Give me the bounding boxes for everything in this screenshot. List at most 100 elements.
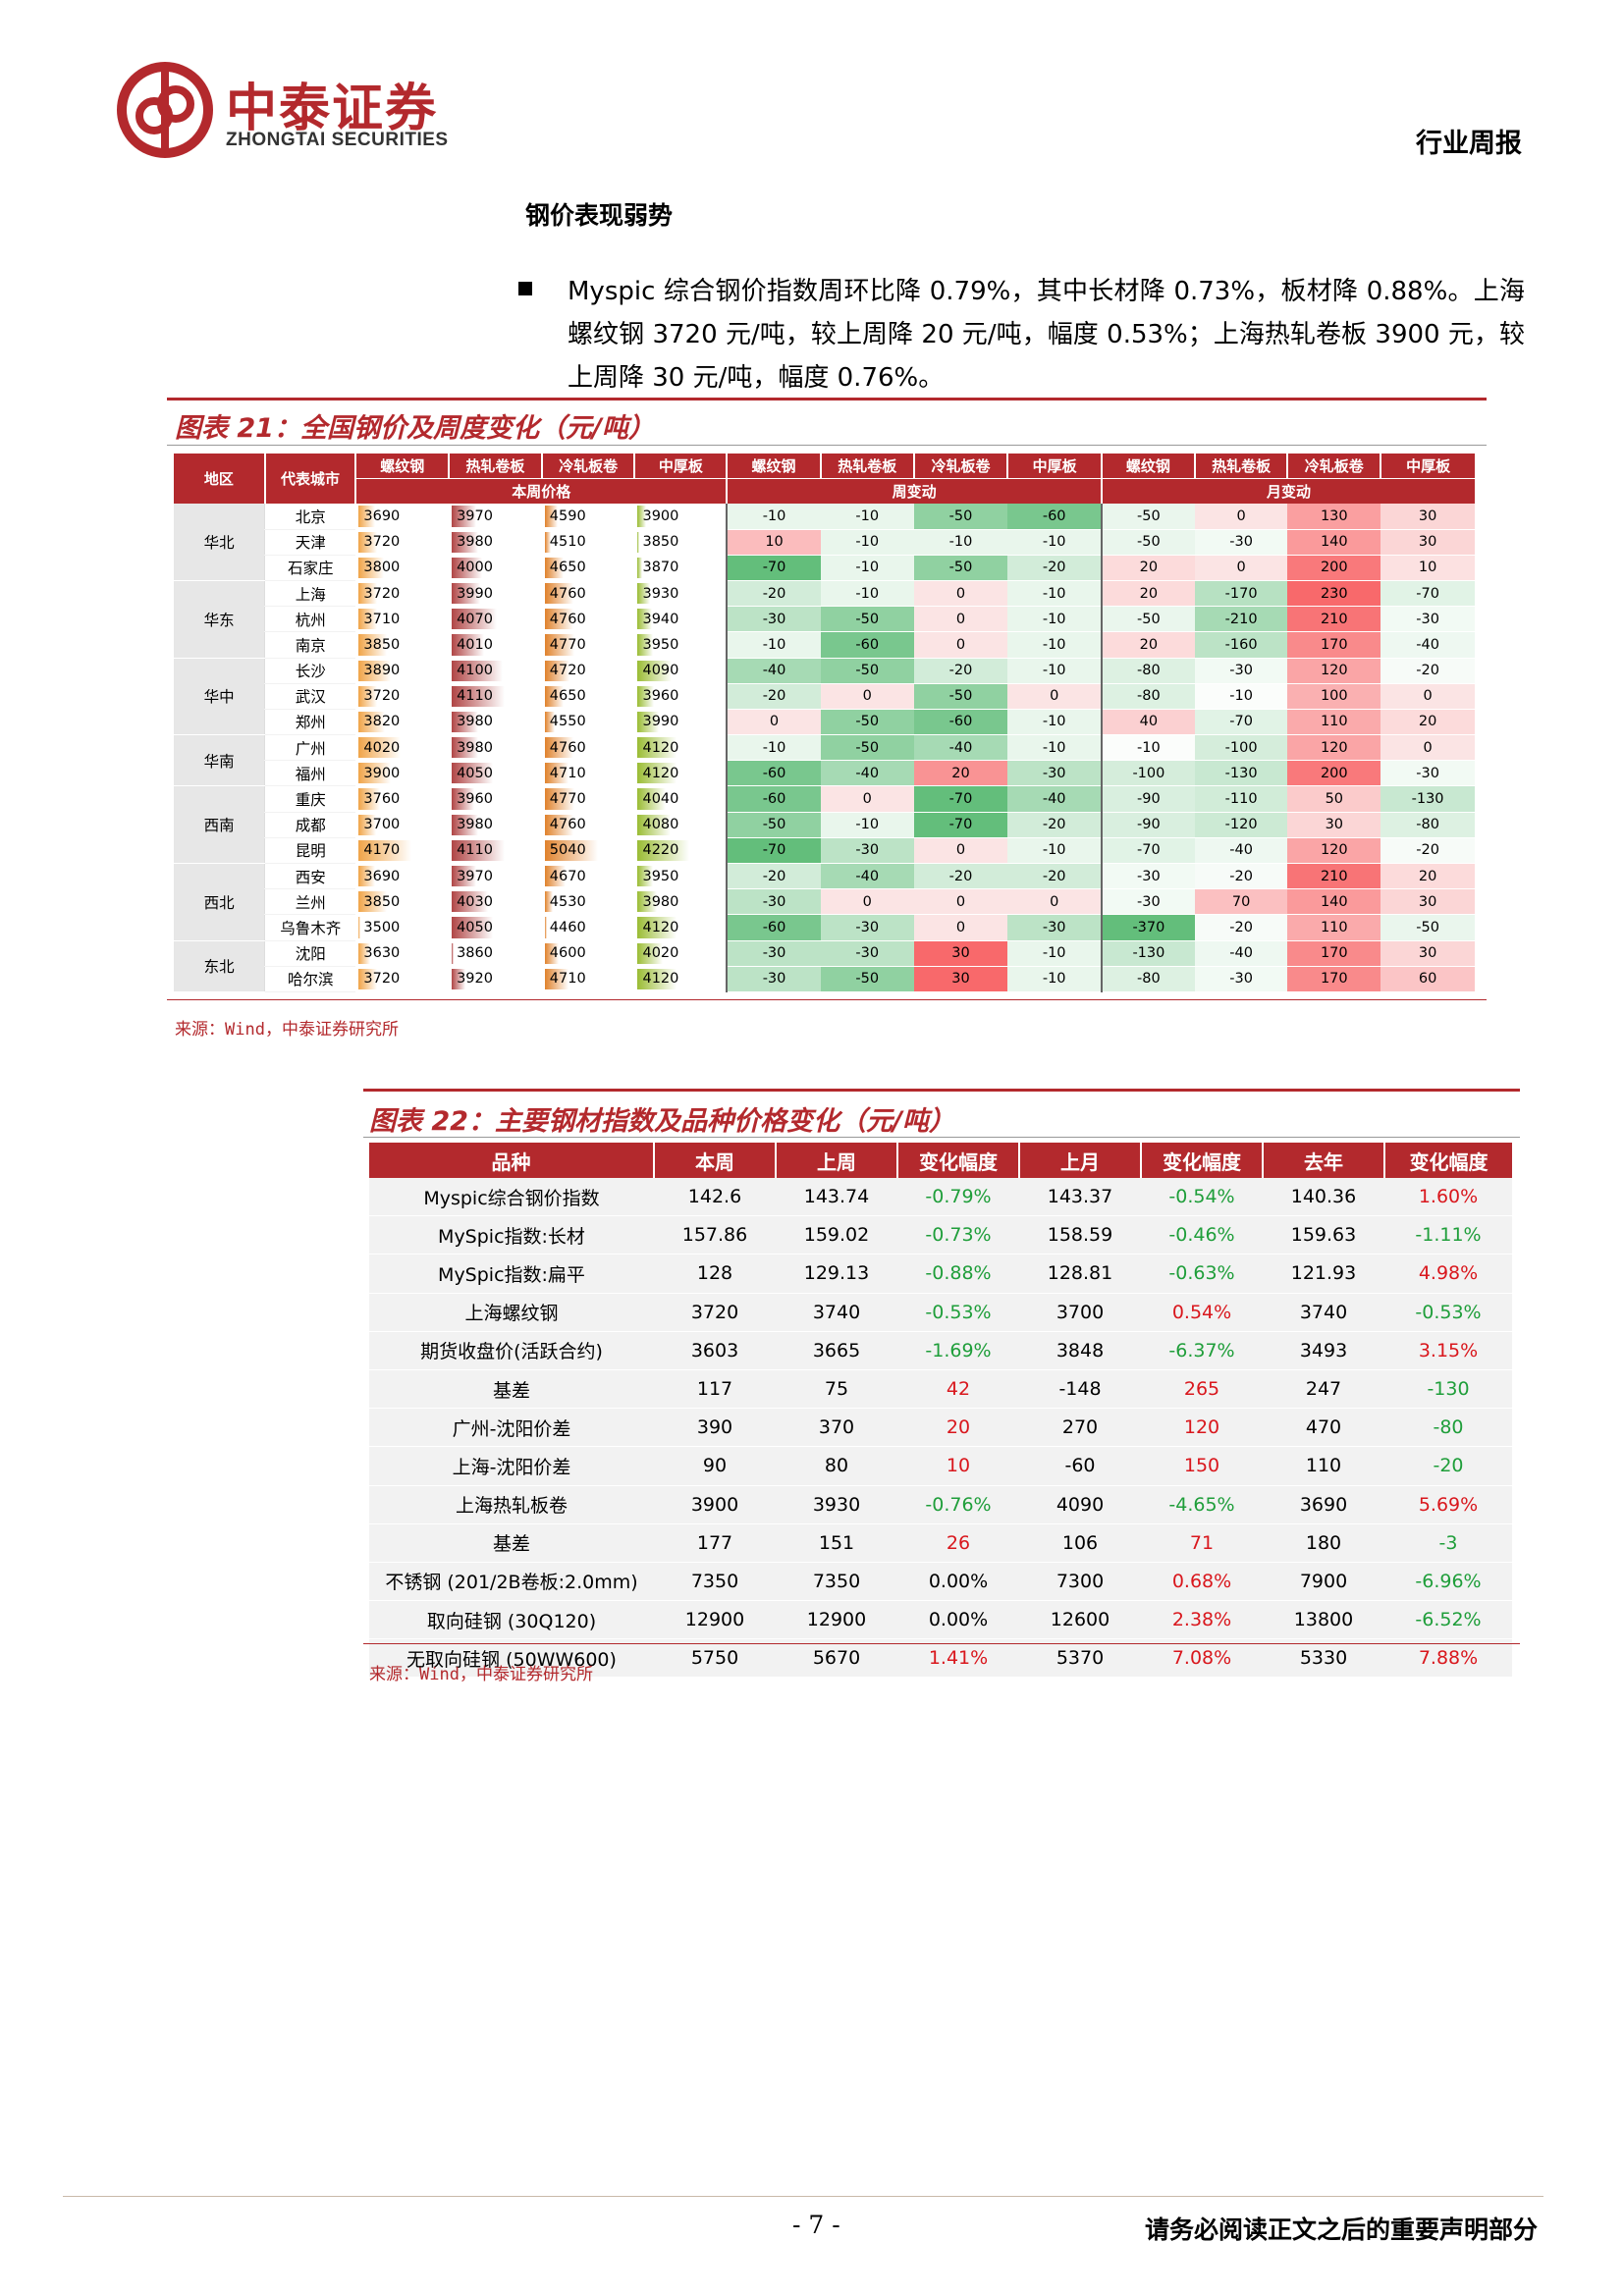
price-databar — [544, 609, 573, 630]
chart21-title-rule — [167, 445, 1487, 446]
month-change-plate: 30 — [1380, 940, 1475, 967]
price-value: 3940 — [642, 611, 679, 627]
month-change-rebar: 40 — [1101, 709, 1195, 736]
price-value: 3710 — [363, 611, 401, 627]
change-cell: 10 — [897, 1446, 1019, 1486]
item-name: 上海热轧板卷 — [369, 1485, 654, 1524]
week-change-plate: -20 — [1007, 555, 1103, 581]
week-change-hotroll: 0 — [820, 888, 914, 916]
price-databar — [358, 737, 401, 759]
city-cell: 郑州 — [264, 709, 356, 736]
table-row: 福州 3900 4050 4710 4120 -60 -40 20 -30 -100 -130 200… — [174, 760, 1475, 787]
table-row: 成都 3700 3980 4760 4080 -50 -10 -70 -20 -90 -120 30-… — [174, 812, 1475, 838]
city-cell: 武汉 — [264, 683, 356, 710]
price-databar — [358, 763, 392, 784]
month-change-rebar: -90 — [1101, 785, 1195, 813]
change-cell: 0.00% — [897, 1600, 1019, 1640]
value-cell: 13800 — [1263, 1600, 1384, 1640]
price-cell-coldroll: 5040 — [541, 837, 635, 865]
price-databar — [637, 609, 652, 630]
city-cell: 重庆 — [264, 785, 356, 813]
change-cell: 5.69% — [1384, 1485, 1512, 1524]
price-value: 4760 — [549, 739, 586, 756]
month-change-hotroll: -20 — [1194, 863, 1288, 890]
price-databar — [637, 917, 677, 938]
month-change-plate: 20 — [1380, 709, 1475, 736]
chart22-bottom-rule — [363, 1643, 1520, 1644]
value-cell: 4090 — [1019, 1485, 1141, 1524]
price-databar — [358, 609, 377, 630]
header-cell: 变化幅度 — [1140, 1143, 1263, 1178]
price-cell-hotroll: 3990 — [449, 580, 542, 608]
header-month-hotroll: 热轧卷板 — [1193, 454, 1288, 479]
price-cell-rebar: 3760 — [355, 785, 450, 813]
week-change-coldroll: 0 — [913, 914, 1008, 941]
value-cell: 143.37 — [1019, 1178, 1141, 1217]
table-row: 武汉 3720 4110 4650 3960 -20 0 -50 0 -80 -10 100 0 — [174, 683, 1475, 710]
table-row: 期货收盘价(活跃合约) 3603 3665 -1.69% 3848 -6.37% 3493 3… — [369, 1331, 1512, 1370]
chart21-source: 来源：Wind，中泰证券研究所 — [175, 1020, 399, 1040]
price-value: 3980 — [457, 534, 493, 551]
price-cell-coldroll: 4720 — [541, 658, 635, 684]
week-change-rebar: -20 — [726, 683, 821, 710]
city-cell: 广州 — [264, 734, 356, 762]
bullet-square-icon — [518, 282, 532, 295]
change-cell: -0.53% — [1384, 1293, 1512, 1332]
price-cell-plate: 4020 — [634, 940, 728, 967]
chart21-bottom-rule — [167, 999, 1487, 1000]
price-value: 4090 — [642, 663, 679, 679]
month-change-coldroll: 200 — [1287, 760, 1381, 787]
week-change-hotroll: -50 — [820, 658, 914, 684]
month-change-plate: 30 — [1380, 504, 1475, 530]
price-databar — [544, 557, 564, 578]
price-databar — [544, 968, 569, 989]
price-databar — [358, 557, 384, 578]
week-change-rebar: -60 — [726, 785, 821, 813]
item-name: 基差 — [369, 1523, 654, 1563]
change-cell: -6.37% — [1141, 1331, 1263, 1370]
price-cell-hotroll: 4100 — [449, 658, 542, 684]
week-change-rebar: -10 — [726, 504, 821, 530]
price-value: 3820 — [363, 714, 401, 730]
month-change-coldroll: 120 — [1287, 837, 1381, 865]
month-change-hotroll: -110 — [1194, 785, 1288, 813]
price-value: 3690 — [363, 507, 401, 524]
value-cell: 142.6 — [654, 1178, 776, 1217]
price-databar — [452, 968, 466, 989]
price-value: 3890 — [363, 663, 401, 679]
price-value: 4770 — [549, 791, 586, 808]
price-value: 4050 — [457, 919, 493, 935]
change-cell: -0.88% — [897, 1254, 1019, 1294]
price-databar — [358, 685, 378, 707]
month-change-hotroll: -40 — [1194, 837, 1288, 865]
week-change-plate: -10 — [1007, 606, 1103, 633]
value-cell: 143.74 — [776, 1178, 897, 1217]
header-cell: 变化幅度 — [896, 1143, 1019, 1178]
price-databar — [637, 685, 655, 707]
week-change-rebar: -30 — [726, 940, 821, 967]
price-cell-rebar: 3720 — [355, 529, 450, 556]
week-change-hotroll: -10 — [820, 555, 914, 581]
value-cell: -148 — [1019, 1369, 1141, 1410]
price-cell-plate: 4120 — [634, 760, 728, 787]
value-cell: 370 — [776, 1408, 897, 1448]
item-name: Myspic综合钢价指数 — [369, 1178, 654, 1217]
month-change-rebar: -80 — [1101, 658, 1195, 684]
price-cell-plate: 4120 — [634, 966, 728, 992]
change-cell: 7.88% — [1384, 1638, 1512, 1679]
item-name: 无取向硅钢 (50WW600) — [369, 1638, 654, 1679]
region-cell: 西南 — [174, 785, 265, 864]
week-change-plate: -40 — [1007, 785, 1103, 813]
city-cell: 天津 — [264, 529, 356, 556]
price-value: 3990 — [457, 585, 493, 602]
week-change-rebar: -50 — [726, 812, 821, 838]
value-cell: 151 — [776, 1523, 897, 1563]
month-change-rebar: -30 — [1101, 863, 1195, 890]
change-cell: 1.41% — [897, 1638, 1019, 1679]
header-group-week: 周变动 — [726, 478, 1103, 505]
value-cell: -60 — [1019, 1446, 1141, 1486]
week-change-plate: -30 — [1007, 914, 1103, 941]
price-value: 4110 — [457, 688, 493, 705]
price-cell-rebar: 3720 — [355, 580, 450, 608]
week-change-hotroll: -30 — [820, 914, 914, 941]
